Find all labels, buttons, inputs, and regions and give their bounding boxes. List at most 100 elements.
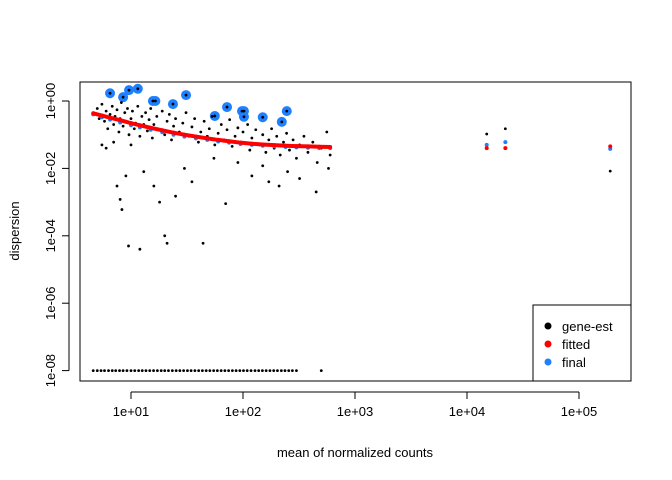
gene-est-point <box>314 190 318 194</box>
gene-est-point <box>160 109 164 113</box>
gene-est-zero-point <box>215 369 219 372</box>
gene-est-zero-point <box>182 369 186 372</box>
final-outlier-gene-est-point <box>213 114 217 118</box>
final-outlier-gene-est-point <box>242 109 246 113</box>
fitted-point <box>608 144 613 149</box>
gene-est-zero-point <box>295 369 298 372</box>
fitted-trend-segment <box>184 132 197 139</box>
final-outlier-gene-est-point <box>280 120 284 124</box>
legend-marker-fitted <box>544 340 552 348</box>
gene-est-zero-point <box>91 369 95 372</box>
fitted-trend-segment <box>92 111 103 118</box>
gene-est-point <box>155 114 159 118</box>
gene-est-point <box>97 117 101 121</box>
gene-est-point <box>142 170 146 174</box>
gene-est-zero-point <box>230 369 234 372</box>
gene-est-zero-point <box>95 369 99 372</box>
gene-est-point <box>503 127 507 131</box>
gene-est-point <box>286 170 289 174</box>
final-outlier-gene-est-point <box>184 93 188 97</box>
gene-est-point <box>127 133 131 137</box>
gene-est-zero-point <box>99 369 103 372</box>
legend-label-gene-est: gene-est <box>562 319 613 334</box>
gene-est-point <box>277 184 281 188</box>
legend-marker-final <box>544 358 552 366</box>
gene-est-point <box>225 128 229 132</box>
gene-est-zero-point <box>163 369 167 372</box>
gene-est-zero-point <box>110 369 114 372</box>
gene-est-point <box>199 130 203 134</box>
gene-est-zero-point <box>170 369 174 372</box>
final-outlier-gene-est-point <box>127 88 131 92</box>
gene-est-point <box>201 241 205 245</box>
gene-est-point <box>115 184 119 188</box>
gene-est-point <box>150 136 154 140</box>
final-outlier-gene-est-point <box>121 95 125 99</box>
gene-est-point <box>325 130 329 134</box>
gene-est-point <box>267 138 271 142</box>
gene-est-zero-point <box>319 369 323 372</box>
y-axis: 1e+00 1e-02 1e-04 1e-06 1e-08 <box>43 83 70 387</box>
gene-est-zero-point <box>193 369 197 372</box>
x-tick-label: 1e+04 <box>449 404 486 419</box>
final-outlier-gene-est-point <box>153 99 157 103</box>
gene-est-point <box>267 180 271 184</box>
gene-est-point <box>278 153 282 157</box>
gene-est-zero-point <box>290 369 294 372</box>
gene-est-point <box>126 107 129 110</box>
gene-est-zero-point <box>144 369 148 372</box>
gene-est-zero-point <box>200 369 204 372</box>
gene-est-point <box>302 134 306 138</box>
gene-est-point <box>149 107 153 110</box>
gene-est-point <box>123 111 127 115</box>
gene-est-point <box>121 124 125 128</box>
legend-marker-gene-est <box>544 322 552 330</box>
fitted-trend-segment <box>262 142 275 148</box>
gene-est-point <box>236 126 240 130</box>
gene-est-zero-point <box>272 369 276 372</box>
gene-est-point <box>104 109 108 113</box>
gene-est-point <box>248 148 252 152</box>
final-outlier-gene-est-point <box>242 115 246 119</box>
gene-est-zero-point <box>245 369 249 372</box>
gene-est-point <box>165 119 169 123</box>
gene-est-zero-point <box>121 369 125 372</box>
gene-est-point <box>110 104 114 108</box>
fitted-trend-segment <box>195 134 208 141</box>
y-tick-label: 1e+00 <box>43 83 58 120</box>
fitted-point <box>503 146 508 151</box>
final-point <box>484 142 489 147</box>
gene-est-point <box>104 146 108 150</box>
gene-est-point <box>136 104 140 108</box>
gene-est-point <box>127 244 130 248</box>
gene-est-point <box>138 247 142 251</box>
gene-est-point <box>118 198 122 201</box>
gene-est-point <box>144 111 147 115</box>
gene-est-point <box>112 140 116 144</box>
gene-est-point <box>224 202 228 206</box>
gene-est-point <box>230 144 234 148</box>
final-outlier-gene-est-point <box>171 102 175 106</box>
gene-est-point <box>190 180 194 184</box>
gene-est-zero-point <box>283 369 287 372</box>
fitted-trend-segment <box>217 137 230 144</box>
gene-est-point <box>147 118 151 122</box>
gene-est-point <box>120 208 124 211</box>
final-outlier-gene-est-point <box>240 109 244 113</box>
gene-est-zero-point <box>219 369 223 372</box>
gene-est-point <box>119 101 123 104</box>
gene-est-zero-point <box>140 369 144 372</box>
gene-est-point <box>288 148 291 152</box>
fitted-trend-segment <box>251 141 263 147</box>
gene-est-point <box>328 153 332 157</box>
gene-est-point <box>152 123 156 126</box>
gene-est-zero-point <box>189 369 193 372</box>
gene-est-zero-point <box>167 369 170 372</box>
gene-est-point <box>210 114 214 118</box>
gene-est-point <box>184 111 188 115</box>
gene-est-point <box>163 133 167 137</box>
fitted-trend-segment <box>139 123 152 130</box>
final-outlier-gene-est-point <box>151 99 155 103</box>
gene-est-point <box>167 113 171 116</box>
gene-est-zero-point <box>279 369 283 372</box>
